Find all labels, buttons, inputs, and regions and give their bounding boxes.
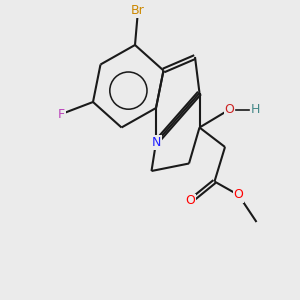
Text: H: H [250, 103, 260, 116]
Text: N: N [151, 136, 161, 149]
Text: F: F [58, 107, 65, 121]
Text: O: O [225, 103, 234, 116]
Text: Br: Br [131, 4, 145, 17]
Text: O: O [234, 188, 243, 202]
Text: O: O [186, 194, 195, 208]
